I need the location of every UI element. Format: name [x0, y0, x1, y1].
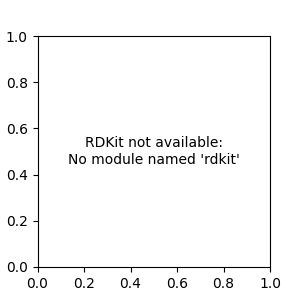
- Text: RDKit not available:
No module named 'rdkit': RDKit not available: No module named 'rd…: [68, 136, 240, 166]
